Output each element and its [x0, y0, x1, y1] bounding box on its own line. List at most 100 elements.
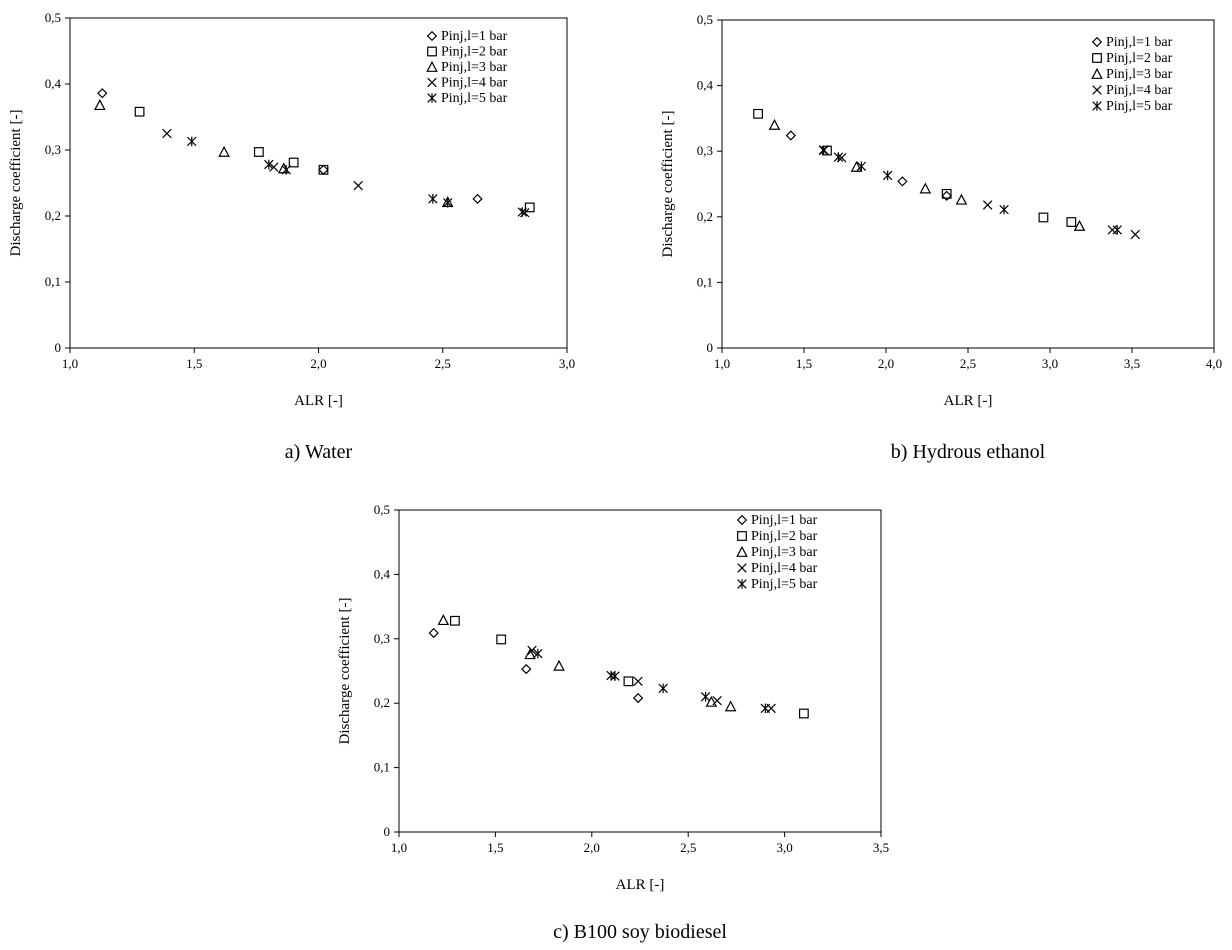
data-point-asterisk — [882, 170, 893, 181]
chart-water: 0 0,1 0,2 0,3 0,4 0,5 1,0 1,5 2,0 2,5 3,0 ALR [-] Di… — [8, 10, 575, 463]
y-tick-label: 0,5 — [374, 502, 390, 517]
data-point-x — [269, 162, 279, 172]
legend-label: Pinj,l=3 bar — [751, 545, 818, 560]
x-tick-label: 3,0 — [1042, 356, 1058, 371]
y-tick-label: 0,5 — [45, 10, 61, 25]
legend-label: Pinj,l=1 bar — [1106, 35, 1173, 50]
data-point-square — [941, 188, 952, 199]
data-point-triangle — [724, 700, 737, 712]
data-point-asterisk — [264, 159, 274, 170]
series-1-points — [97, 88, 483, 204]
data-point-asterisk — [999, 204, 1009, 215]
y-tick-label: 0,2 — [697, 209, 713, 224]
series-4-points — [818, 145, 1141, 240]
chart-panel-b100-biodiesel: 0 0,1 0,2 0,3 0,4 0,5 1,0 1,5 2,0 2,5 3,0 3,5 ALR [-… — [320, 490, 889, 950]
data-point-triangle — [705, 695, 718, 707]
data-point-asterisk — [760, 703, 771, 714]
data-point-triangle — [768, 118, 781, 130]
legend-label: Pinj,l=5 bar — [441, 91, 508, 106]
legend-marker-triangle — [736, 545, 748, 557]
data-point-square — [288, 157, 299, 168]
series-3-points — [437, 614, 737, 712]
data-point-diamond — [521, 663, 532, 675]
data-point-x — [353, 180, 363, 191]
legend-label: Pinj,l=4 bar — [1106, 83, 1173, 98]
x-tick-label: 1,5 — [487, 840, 503, 855]
legend-marker-x — [427, 77, 437, 88]
x-axis-title: ALR [-] — [944, 393, 993, 409]
legend-marker-square — [737, 531, 747, 541]
data-point-square — [450, 615, 460, 626]
legend-marker-asterisk — [427, 93, 437, 103]
data-point-triangle — [437, 614, 450, 626]
y-axis-title: Discharge coefficient [-] — [8, 110, 24, 257]
legend-marker-diamond — [426, 30, 438, 42]
chart-caption: b) Hydrous ethanol — [891, 441, 1046, 463]
x-tick-label: 3,5 — [1124, 356, 1140, 371]
data-point-x — [982, 200, 993, 210]
data-point-asterisk — [442, 198, 453, 208]
x-tick-label: 2,0 — [878, 356, 894, 371]
data-point-triangle — [850, 160, 863, 172]
legend-label: Pinj,l=2 bar — [751, 529, 818, 544]
data-point-square — [623, 676, 634, 687]
series-3-points — [768, 118, 1086, 231]
series-3-points — [94, 99, 454, 208]
y-tick-label: 0,1 — [45, 274, 61, 289]
data-point-diamond — [785, 130, 797, 141]
y-tick-label: 0 — [55, 340, 62, 355]
legend-marker-diamond — [736, 514, 748, 526]
y-tick-label: 0 — [707, 340, 714, 355]
legend-marker-asterisk — [1092, 101, 1102, 111]
data-point-x — [1107, 225, 1118, 235]
series-4-points — [162, 128, 530, 218]
data-point-triangle — [919, 182, 932, 194]
chart-panel-water: 0 0,1 0,2 0,3 0,4 0,5 1,0 1,5 2,0 2,5 3,0 ALR [-] Di… — [0, 0, 600, 470]
data-point-asterisk — [281, 165, 291, 175]
data-point-triangle — [218, 145, 230, 157]
x-tick-label: 3,0 — [776, 840, 792, 855]
y-tick-label: 0,2 — [45, 208, 61, 223]
y-tick-label: 0,4 — [45, 76, 62, 91]
data-point-x — [633, 676, 643, 687]
data-point-asterisk — [818, 145, 829, 156]
x-axis-title: ALR [-] — [294, 393, 343, 409]
data-point-triangle — [94, 99, 106, 111]
legend-marker-x — [737, 563, 747, 573]
chart-panel-hydrous-ethanol: 0 0,1 0,2 0,3 0,4 0,5 1,0 1,5 2,0 2,5 3,0 3,5 4,0 ALR… — [650, 0, 1232, 470]
data-point-diamond — [632, 692, 644, 704]
x-tick-label: 1,5 — [796, 356, 812, 371]
data-point-x — [527, 645, 537, 656]
legend-label: Pinj,l=1 bar — [441, 29, 508, 44]
legend-marker-asterisk — [737, 579, 747, 589]
series-2-points — [450, 615, 809, 719]
chart-caption: a) Water — [285, 441, 353, 463]
y-tick-label: 0,4 — [374, 566, 391, 581]
data-point-asterisk — [533, 648, 543, 659]
legend-label: Pinj,l=3 bar — [441, 60, 508, 75]
legend-label: Pinj,l=2 bar — [441, 45, 508, 60]
data-point-asterisk — [610, 671, 620, 681]
data-point-asterisk — [658, 683, 668, 694]
legend-label: Pinj,l=2 bar — [1106, 51, 1173, 66]
y-tick-label: 0,3 — [697, 143, 713, 158]
data-point-asterisk — [856, 161, 867, 172]
y-tick-label: 0,5 — [697, 12, 713, 27]
legend-marker-triangle — [426, 60, 438, 72]
series-1-points — [785, 130, 952, 201]
series-2-points — [753, 108, 1077, 227]
legend-marker-square — [1092, 53, 1102, 63]
data-point-diamond — [97, 88, 108, 99]
x-tick-label: 3,5 — [873, 840, 889, 855]
x-tick-label: 2,5 — [960, 356, 976, 371]
data-point-x — [162, 128, 172, 139]
legend-marker-triangle — [1091, 67, 1103, 79]
legend-label: Pinj,l=3 bar — [1106, 67, 1173, 82]
data-point-asterisk — [833, 152, 844, 162]
x-tick-label: 2,5 — [435, 356, 451, 371]
data-point-square — [1066, 217, 1077, 227]
data-point-square — [496, 634, 507, 645]
series-5-points — [187, 136, 527, 217]
